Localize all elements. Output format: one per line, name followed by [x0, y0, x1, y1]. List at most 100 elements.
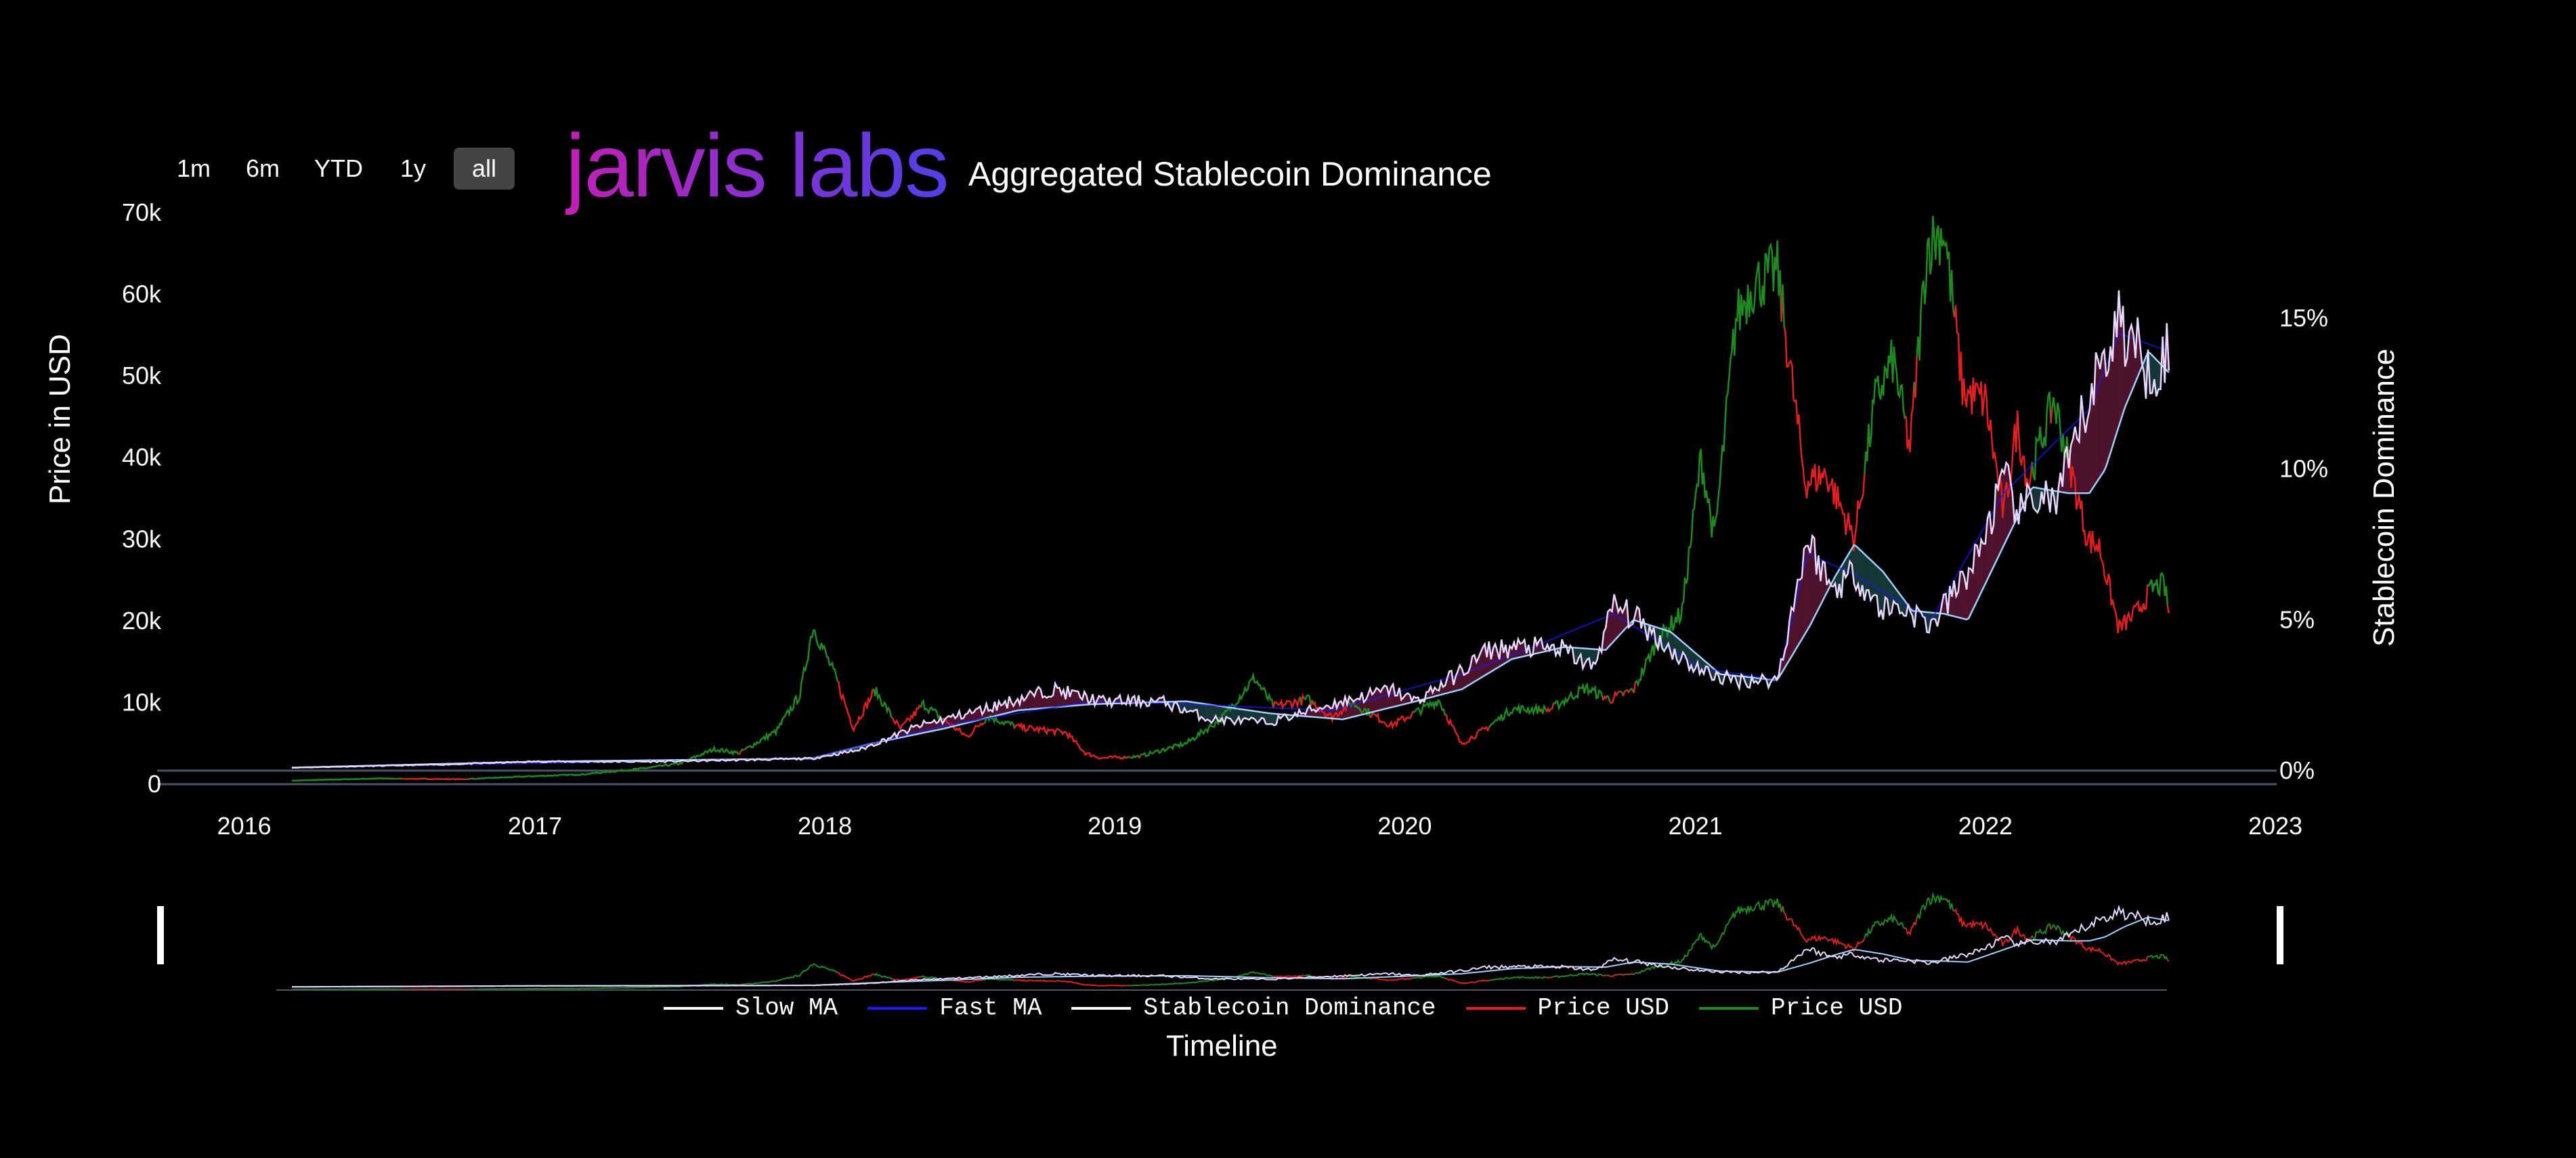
legend-swatch [1071, 1006, 1132, 1010]
ma-fill-segment [1618, 607, 1620, 637]
ma-fill-segment [1391, 684, 1394, 708]
ma-fill-segment [1245, 710, 1247, 719]
ma-fill-segment [2006, 463, 2009, 540]
price-usd-red-line [1138, 754, 1142, 758]
x-axis-label: Timeline [1166, 1029, 1278, 1063]
ma-fill-segment [1472, 655, 1475, 683]
ma-fill-segment [1222, 706, 1224, 725]
legend-label: Price USD [1537, 994, 1669, 1022]
ma-fill-segment [1386, 687, 1389, 709]
ma-fill-segment [1595, 649, 1597, 664]
navigator-slow-ma-line [291, 916, 2169, 988]
range-button-1y[interactable]: 1y [400, 154, 427, 182]
price-usd-green-line [744, 629, 839, 750]
x-tick-label: 2020 [1377, 812, 1432, 840]
ma-fill-segment [1374, 687, 1377, 712]
navigator-price-line [1784, 912, 1866, 953]
x-tick-label: 2016 [217, 812, 272, 840]
navigator-price-line [1914, 918, 1918, 926]
ma-fill-segment [1987, 511, 1990, 580]
legend-item-stablecoin-dominance[interactable]: Stablecoin Dominance [1071, 994, 1436, 1022]
price-usd-red-line [1551, 702, 1555, 710]
price-usd-red-line [1905, 382, 1915, 452]
price-usd-green-line [1635, 240, 1782, 688]
navigator-price-line [2051, 924, 2070, 937]
navigator-price-line [1488, 976, 1541, 981]
y2-tick-label: 15% [2279, 304, 2328, 332]
legend-item-price-usd-red[interactable]: Price USD [1465, 994, 1669, 1022]
price-usd-green-line [2051, 397, 2071, 458]
price-usd-green-line [740, 748, 744, 752]
ma-fill-segment [1042, 696, 1045, 708]
ma-fill-segment [1879, 567, 1881, 618]
ma-fill-segment [2098, 360, 2101, 481]
price-usd-green-line [1412, 698, 1447, 717]
range-button-all[interactable]: all [454, 148, 515, 190]
navigator-price-line [1138, 984, 1141, 987]
fast-ma-line [292, 332, 2170, 769]
range-navigator[interactable] [157, 891, 2283, 991]
ma-fill-segment [1243, 709, 1245, 719]
navigator-price-line [1610, 974, 1618, 977]
ma-fill-segment [1864, 554, 1867, 601]
ma-fill-segment [2035, 488, 2038, 513]
x-tick-label: 2023 [2248, 812, 2302, 840]
navigator-price-line [1373, 977, 1413, 981]
range-button-1m[interactable]: 1m [176, 154, 211, 182]
ma-fill-segment [1610, 609, 1612, 646]
ma-fill-segment [1251, 710, 1253, 719]
legend-item-price-usd-green[interactable]: Price USD [1698, 994, 1902, 1022]
navigator-price-line [745, 963, 838, 985]
range-button-ytd[interactable]: YTD [314, 154, 363, 182]
ma-fill-segment [1866, 555, 1869, 591]
navigator-price-line [1125, 985, 1129, 987]
price-usd-red-line [2069, 450, 2149, 634]
ma-fill-segment [1812, 536, 1815, 622]
price-usd-green-line [1140, 672, 1274, 758]
ma-fill-segment [1209, 704, 1212, 723]
navigator-price-line [1782, 905, 1785, 914]
navigator-price-line [1905, 922, 1915, 937]
ma-fill-segment [1207, 704, 1210, 721]
price-usd-red-line [1602, 695, 1608, 701]
ma-fill-segment [1195, 702, 1197, 710]
ma-fill-segment [1036, 687, 1039, 709]
ma-fill-segment [1274, 713, 1276, 726]
ma-fill-segment [1459, 665, 1462, 690]
x-tick-label: 2017 [508, 812, 562, 840]
x-tick-label: 2018 [798, 812, 852, 840]
navigator-left-handle [157, 906, 164, 964]
navigator-price-line [1633, 972, 1636, 975]
ma-fill-segment [928, 723, 930, 732]
navigator-price-line [1623, 974, 1625, 976]
range-button-6m[interactable]: 6m [245, 154, 280, 182]
ma-fill-segment [1312, 709, 1314, 717]
y-tick-label: 40k [122, 444, 162, 471]
ma-fill-segment [1443, 685, 1446, 695]
ma-fill-segment [976, 708, 979, 721]
price-usd-green-line [476, 745, 739, 780]
ma-fill-segment [1574, 647, 1577, 664]
ma-fill-segment [1799, 578, 1802, 643]
price-usd-green-line [1864, 339, 1907, 473]
legend-item-slow-ma[interactable]: Slow MA [664, 994, 838, 1022]
price-usd-green-line [1553, 681, 1604, 712]
ma-fill-segment [1998, 476, 2000, 558]
ma-fill-segment [1028, 691, 1031, 710]
navigator-price-line [1541, 976, 1547, 979]
ma-fill-segment [2075, 426, 2078, 494]
ma-fill-segment [1872, 561, 1875, 597]
price-usd-red-line [1622, 691, 1626, 697]
ma-fill-segment [1059, 687, 1062, 707]
navigator-price-line [983, 978, 1015, 982]
legend-item-fast-ma[interactable]: Fast MA [867, 994, 1042, 1022]
price-usd-green-line [1304, 694, 1312, 706]
price-usd-green-line [1128, 756, 1131, 758]
ma-fill-segment [1057, 687, 1060, 708]
price-usd-green-line [1131, 754, 1140, 759]
ma-fill-segment [2150, 353, 2153, 393]
navigator-price-line [1304, 974, 1312, 978]
ma-fill-segment [1855, 546, 1858, 591]
ma-fill-segment [978, 706, 981, 721]
price-usd-green-line [1123, 755, 1127, 759]
